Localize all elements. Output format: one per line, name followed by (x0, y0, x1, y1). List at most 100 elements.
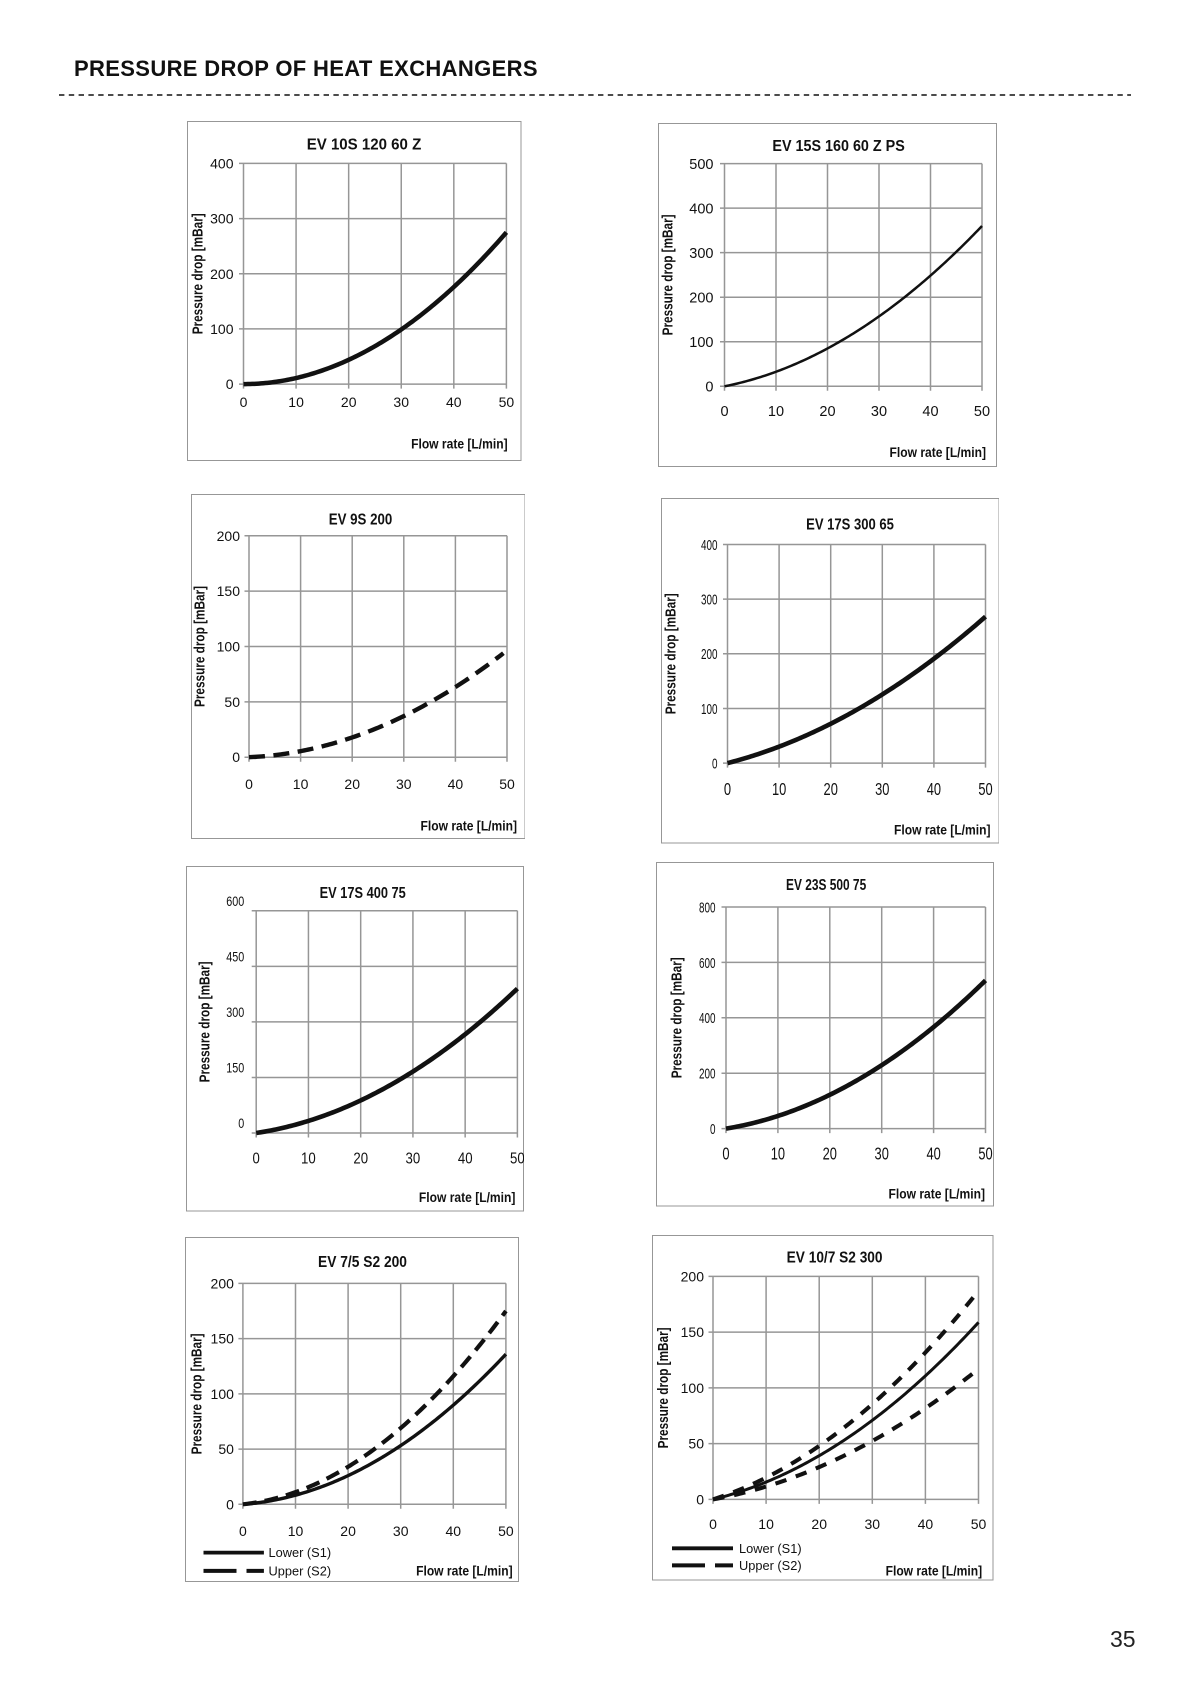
svg-text:40: 40 (926, 779, 940, 799)
svg-text:400: 400 (689, 201, 713, 217)
svg-text:Flow rate [L/min]: Flow rate [L/min] (889, 1187, 986, 1202)
svg-text:0: 0 (232, 749, 240, 765)
svg-text:10: 10 (768, 404, 784, 420)
svg-text:150: 150 (226, 1059, 244, 1075)
svg-text:20: 20 (819, 404, 835, 420)
svg-text:Flow rate [L/min]: Flow rate [L/min] (418, 1190, 515, 1205)
svg-text:50: 50 (499, 394, 515, 410)
svg-text:100: 100 (701, 701, 718, 718)
svg-text:0: 0 (226, 376, 234, 392)
svg-text:10: 10 (292, 776, 308, 792)
svg-text:500: 500 (689, 157, 713, 173)
svg-text:Flow rate [L/min]: Flow rate [L/min] (894, 823, 991, 838)
svg-text:10: 10 (758, 1516, 774, 1532)
svg-text:EV 10/7 S2 300: EV 10/7 S2 300 (787, 1250, 883, 1267)
svg-text:EV 15S 160 60 Z PS: EV 15S 160 60 Z PS (772, 138, 904, 155)
svg-text:Upper (S2): Upper (S2) (268, 1564, 331, 1579)
svg-text:200: 200 (681, 1268, 705, 1284)
svg-text:Pressure drop [mBar]: Pressure drop [mBar] (192, 586, 208, 707)
svg-text:20: 20 (823, 1144, 837, 1164)
svg-text:50: 50 (498, 1523, 514, 1539)
svg-text:Lower (S1): Lower (S1) (739, 1541, 802, 1556)
svg-text:Pressure drop [mBar]: Pressure drop [mBar] (656, 1327, 672, 1448)
svg-text:0: 0 (245, 776, 253, 792)
svg-text:0: 0 (723, 779, 730, 799)
svg-text:0: 0 (239, 1523, 247, 1539)
svg-text:150: 150 (681, 1324, 705, 1340)
svg-text:150: 150 (216, 583, 240, 599)
svg-text:0: 0 (240, 394, 248, 410)
svg-text:Flow rate [L/min]: Flow rate [L/min] (890, 445, 987, 460)
svg-text:10: 10 (301, 1151, 316, 1168)
svg-text:30: 30 (393, 394, 409, 410)
svg-text:200: 200 (699, 1066, 716, 1083)
svg-text:0: 0 (710, 1121, 716, 1138)
svg-text:0: 0 (709, 1516, 717, 1532)
svg-text:Pressure drop [mBar]: Pressure drop [mBar] (663, 593, 679, 714)
svg-text:Lower (S1): Lower (S1) (268, 1545, 331, 1560)
svg-text:300: 300 (226, 1004, 244, 1020)
svg-text:EV 17S 400 75: EV 17S 400 75 (319, 885, 405, 902)
svg-text:EV 23S 500 75: EV 23S 500 75 (786, 877, 866, 894)
svg-text:10: 10 (771, 779, 785, 799)
svg-text:150: 150 (210, 1331, 234, 1347)
svg-text:40: 40 (457, 1151, 472, 1168)
svg-text:EV 10S 120 60 Z: EV 10S 120 60 Z (307, 137, 422, 154)
svg-text:20: 20 (353, 1151, 368, 1168)
svg-text:Flow rate [L/min]: Flow rate [L/min] (420, 819, 517, 834)
svg-text:50: 50 (688, 1436, 704, 1452)
svg-text:20: 20 (344, 776, 360, 792)
svg-text:200: 200 (216, 528, 240, 544)
svg-text:50: 50 (218, 1441, 234, 1457)
svg-text:50: 50 (974, 404, 990, 420)
svg-text:0: 0 (705, 380, 713, 396)
svg-text:EV 17S 300 65: EV 17S 300 65 (806, 517, 894, 534)
svg-text:100: 100 (681, 1380, 705, 1396)
svg-text:40: 40 (926, 1144, 940, 1164)
svg-text:50: 50 (510, 1151, 524, 1168)
svg-text:200: 200 (689, 290, 713, 306)
svg-text:450: 450 (226, 948, 244, 964)
svg-text:100: 100 (216, 639, 240, 655)
svg-text:200: 200 (701, 646, 718, 663)
svg-text:Pressure drop [mBar]: Pressure drop [mBar] (189, 1333, 205, 1454)
svg-text:20: 20 (341, 394, 357, 410)
svg-text:20: 20 (811, 1516, 827, 1532)
svg-text:0: 0 (722, 1144, 729, 1164)
svg-text:50: 50 (224, 694, 240, 710)
svg-text:0: 0 (238, 1115, 244, 1131)
svg-text:30: 30 (875, 779, 889, 799)
svg-text:0: 0 (720, 404, 728, 420)
svg-text:30: 30 (392, 1523, 408, 1539)
svg-text:300: 300 (701, 592, 718, 609)
svg-text:10: 10 (288, 394, 304, 410)
svg-text:50: 50 (978, 779, 992, 799)
svg-text:0: 0 (226, 1496, 234, 1512)
svg-text:Flow rate [L/min]: Flow rate [L/min] (416, 1564, 512, 1579)
svg-text:600: 600 (699, 955, 716, 972)
svg-text:Pressure drop [mBar]: Pressure drop [mBar] (197, 961, 213, 1082)
svg-text:600: 600 (226, 893, 244, 909)
svg-text:800: 800 (699, 899, 716, 916)
svg-text:200: 200 (210, 1275, 234, 1291)
svg-text:40: 40 (918, 1516, 934, 1532)
svg-text:200: 200 (210, 266, 234, 282)
svg-text:50: 50 (971, 1516, 987, 1532)
svg-text:50: 50 (978, 1144, 992, 1164)
svg-text:30: 30 (875, 1144, 889, 1164)
svg-text:10: 10 (287, 1523, 303, 1539)
svg-text:10: 10 (771, 1144, 785, 1164)
svg-text:40: 40 (446, 394, 462, 410)
svg-text:400: 400 (701, 537, 718, 554)
svg-text:300: 300 (689, 246, 713, 262)
svg-text:Flow rate [L/min]: Flow rate [L/min] (411, 437, 508, 452)
svg-text:300: 300 (210, 211, 234, 227)
svg-text:0: 0 (252, 1151, 260, 1168)
svg-text:30: 30 (865, 1516, 881, 1532)
svg-text:0: 0 (712, 756, 718, 773)
svg-text:EV 7/5 S2 200: EV 7/5 S2 200 (318, 1254, 407, 1271)
svg-text:30: 30 (871, 404, 887, 420)
svg-text:40: 40 (922, 404, 938, 420)
svg-text:0: 0 (696, 1491, 704, 1507)
svg-text:Upper (S2): Upper (S2) (739, 1558, 802, 1573)
